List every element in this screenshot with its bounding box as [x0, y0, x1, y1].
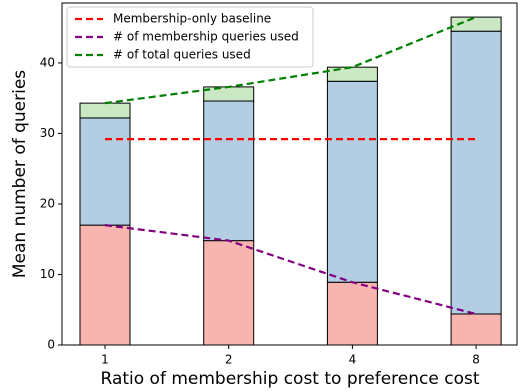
bar-segment — [79, 102, 131, 119]
bar-segment — [79, 117, 131, 226]
y-tick-label: 0 — [47, 338, 55, 352]
bar-segment — [326, 66, 378, 82]
bar-segment — [79, 224, 131, 346]
y-tick-label: 10 — [40, 267, 55, 281]
line-series — [104, 224, 477, 316]
y-axis-label: Mean number of queries — [10, 70, 30, 278]
x-tick-label: 1 — [101, 353, 109, 367]
y-tick-label: 20 — [40, 196, 55, 210]
x-tick-label: 4 — [349, 353, 357, 367]
legend-label: # of total queries used — [113, 48, 251, 62]
bar-segment — [326, 80, 378, 283]
legend-label: Membership-only baseline — [113, 12, 271, 26]
bar-segment — [203, 240, 255, 346]
line-series — [104, 16, 477, 105]
bar-segment — [450, 16, 502, 32]
bar-segment — [450, 30, 502, 315]
legend-box — [66, 6, 314, 68]
bar-segment — [450, 313, 502, 346]
y-tick-label: 30 — [40, 126, 55, 140]
x-axis-label: Ratio of membership cost to preference c… — [101, 369, 480, 389]
plot-frame — [61, 2, 518, 346]
x-tick-label: 8 — [472, 353, 480, 367]
bar-segment — [326, 281, 378, 346]
x-tick-label: 2 — [225, 353, 233, 367]
bar-segment — [203, 100, 255, 242]
legend-label: # of membership queries used — [113, 30, 299, 44]
bar-segment — [203, 86, 255, 102]
y-tick-label: 40 — [40, 55, 55, 69]
